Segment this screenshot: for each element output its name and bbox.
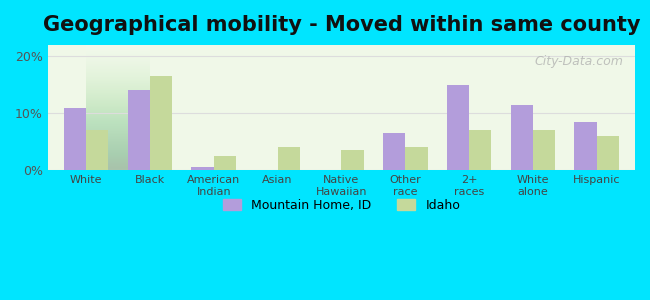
- Bar: [447, 85, 469, 170]
- Bar: [191, 167, 214, 170]
- Bar: [383, 133, 405, 170]
- Legend: Mountain Home, ID, Idaho: Mountain Home, ID, Idaho: [218, 194, 465, 217]
- Bar: [86, 130, 109, 170]
- Text: City-Data.com: City-Data.com: [534, 55, 623, 68]
- Bar: [278, 147, 300, 170]
- Bar: [64, 108, 86, 170]
- Bar: [127, 91, 150, 170]
- Bar: [597, 136, 619, 170]
- Bar: [214, 156, 236, 170]
- Title: Geographical mobility - Moved within same county: Geographical mobility - Moved within sam…: [43, 15, 640, 35]
- Bar: [469, 130, 491, 170]
- Bar: [405, 147, 428, 170]
- Bar: [533, 130, 555, 170]
- Bar: [510, 105, 533, 170]
- Bar: [150, 76, 172, 170]
- Bar: [575, 122, 597, 170]
- Bar: [341, 150, 364, 170]
